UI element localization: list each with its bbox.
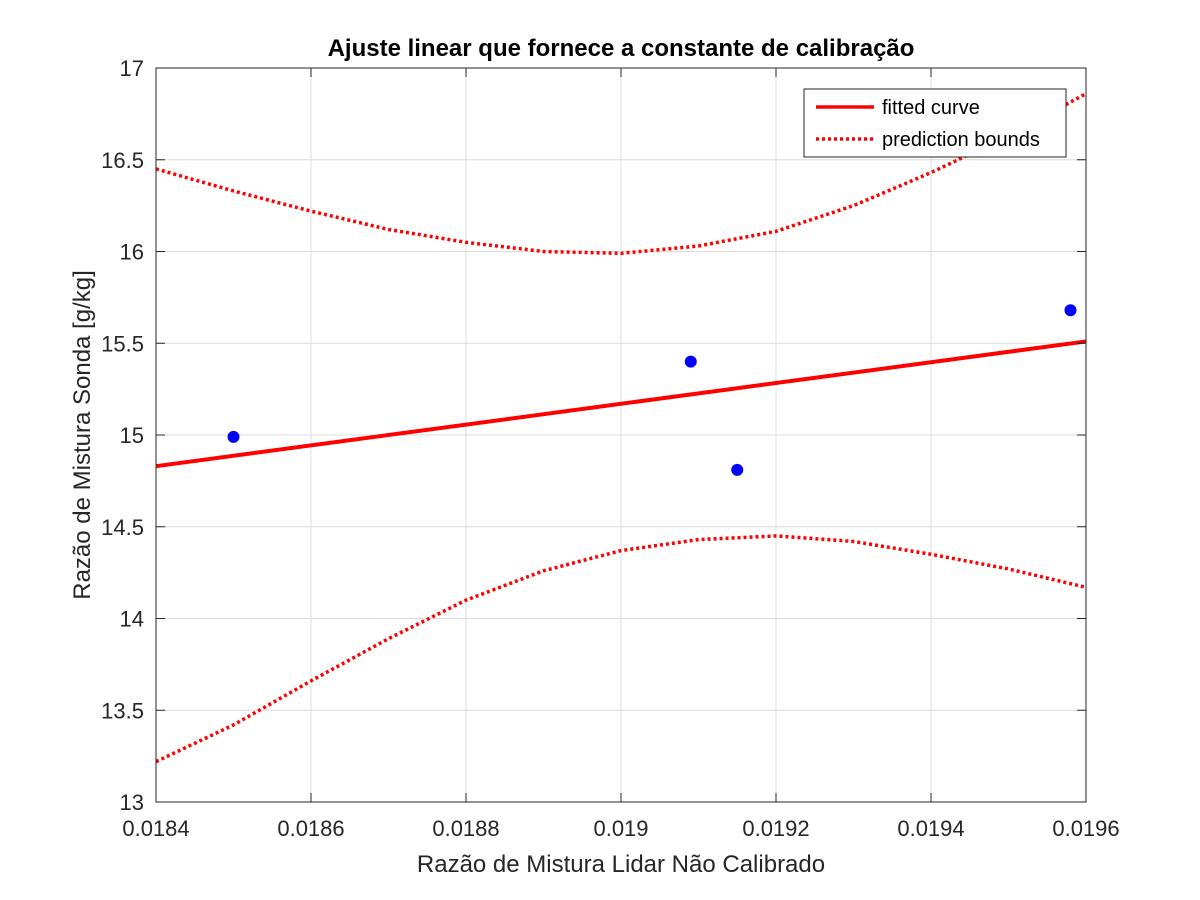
y-tick-labels: 13 13.5 14 14.5 15 15.5 16 16.5 17 bbox=[101, 56, 144, 815]
x-tick-label: 0.0184 bbox=[122, 816, 189, 841]
x-tick-labels: 0.0184 0.0186 0.0188 0.019 0.0192 0.0194 0.019… bbox=[122, 816, 1119, 841]
y-tick-label: 16 bbox=[120, 240, 144, 265]
prediction-bounds bbox=[155, 92, 1087, 764]
x-tick-label: 0.0192 bbox=[742, 816, 809, 841]
legend-label-fitted-curve: fitted curve bbox=[882, 97, 980, 119]
data-point bbox=[1064, 304, 1077, 317]
y-tick-label: 15 bbox=[120, 423, 144, 448]
data-point bbox=[227, 430, 240, 443]
lower-prediction-bound bbox=[155, 534, 1087, 764]
legend-label-prediction-bounds: prediction bounds bbox=[882, 129, 1040, 151]
data-points bbox=[227, 304, 1077, 476]
y-axis-label: Razão de Mistura Sonda [g/kg] bbox=[69, 270, 96, 600]
data-point bbox=[731, 463, 744, 476]
x-tick-label: 0.0196 bbox=[1052, 816, 1119, 841]
x-tick-label: 0.0194 bbox=[897, 816, 964, 841]
x-tick-label: 0.0188 bbox=[432, 816, 499, 841]
y-tick-label: 13 bbox=[120, 790, 144, 815]
chart-title: Ajuste linear que fornece a constante de… bbox=[328, 35, 915, 62]
y-tick-label: 14 bbox=[120, 607, 144, 632]
x-tick-label: 0.019 bbox=[593, 816, 648, 841]
y-tick-label: 14.5 bbox=[101, 515, 144, 540]
legend-box bbox=[803, 88, 1067, 158]
fitted-curve bbox=[155, 339, 1087, 469]
x-axis-label: Razão de Mistura Lidar Não Calibrado bbox=[417, 851, 825, 878]
fitted-line bbox=[155, 339, 1087, 469]
y-tick-label: 13.5 bbox=[101, 698, 144, 723]
y-tick-label: 17 bbox=[120, 56, 144, 81]
x-tick-label: 0.0186 bbox=[277, 816, 344, 841]
upper-prediction-bound bbox=[155, 92, 1087, 256]
y-tick-label: 16.5 bbox=[101, 148, 144, 173]
ticks bbox=[155, 67, 1087, 803]
data-point bbox=[684, 355, 697, 368]
legend: fitted curve prediction bounds bbox=[803, 88, 1067, 158]
y-tick-label: 15.5 bbox=[101, 331, 144, 356]
